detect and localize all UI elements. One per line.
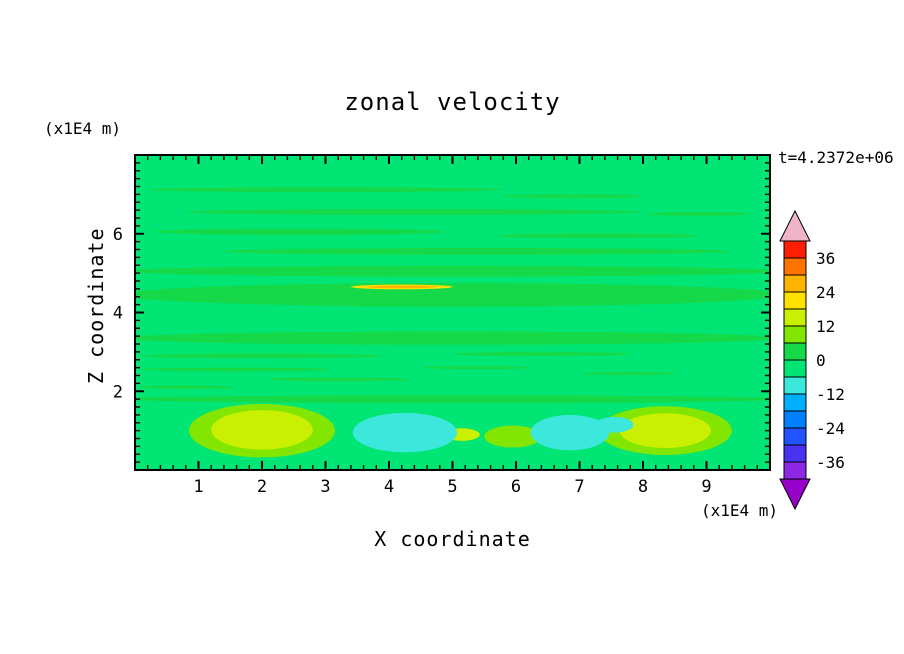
contour-streak — [496, 233, 701, 239]
colorbar-tick-label: -36 — [816, 453, 845, 472]
contour-streak — [223, 247, 732, 256]
x-tick-label: 4 — [384, 477, 394, 497]
colorbar-tick-label: -24 — [816, 419, 845, 438]
contour-blob — [530, 414, 610, 451]
contour-streak — [154, 228, 447, 235]
x-tick-label: 7 — [574, 477, 584, 497]
colorbar-segment — [783, 274, 807, 293]
colorbar-segment — [783, 342, 807, 361]
x-tick-label: 5 — [447, 477, 457, 497]
contour-blob — [352, 412, 457, 453]
colorbar-segment — [783, 410, 807, 429]
contour-streak — [423, 366, 532, 370]
contour-halo — [484, 425, 542, 448]
y-tick-label: 2 — [113, 382, 123, 402]
colorbar-tick-label: -12 — [816, 385, 845, 404]
chart-title: zonal velocity — [344, 88, 561, 116]
colorbar-segment — [783, 308, 807, 327]
contour-blob — [211, 410, 313, 450]
colorbar-segment — [783, 444, 807, 463]
colorbar-tick-label: 12 — [816, 317, 835, 336]
colorbar-tick-label: 24 — [816, 283, 835, 302]
colorbar-segment — [783, 461, 807, 480]
contour-streak — [135, 265, 770, 277]
x-tick-label: 2 — [257, 477, 267, 497]
colorbar-segment — [783, 257, 807, 276]
x-tick-label: 1 — [193, 477, 203, 497]
colorbar-segment — [783, 393, 807, 412]
contour-streak — [135, 395, 770, 404]
contour-streak — [141, 367, 332, 372]
contour-streak — [135, 282, 770, 307]
colorbar-segment — [783, 240, 807, 259]
x-tick-label: 3 — [320, 477, 330, 497]
colorbar-over-arrow — [779, 209, 811, 242]
axis-ticks — [135, 155, 770, 470]
colorbar-under-arrow — [779, 478, 811, 511]
y-tick-label: 6 — [113, 225, 123, 245]
axis-tick-labels: 1 2 3 4 5 6 7 8 9 2 4 6 — [113, 225, 712, 497]
contour-field — [135, 155, 770, 470]
contour-streak — [503, 194, 643, 199]
contour-streak — [185, 209, 643, 216]
x-tick-label: 6 — [511, 477, 521, 497]
contour-streak — [141, 353, 383, 359]
contour-blob — [595, 416, 634, 433]
colorbar-segment — [783, 359, 807, 378]
colorbar-tick-label: 0 — [816, 351, 826, 370]
contour-streak — [135, 331, 770, 345]
x-axis-title: X coordinate — [374, 527, 531, 551]
timestamp-label: t=4.2372e+06 — [778, 148, 894, 167]
x-axis-units-label: (x1E4 m) — [700, 501, 778, 520]
contour-streak — [268, 377, 409, 382]
colorbar-segment — [783, 376, 807, 395]
colorbar-segment — [783, 427, 807, 446]
contour-streak — [582, 371, 678, 376]
contour-streak — [138, 385, 234, 390]
contour-streak — [366, 285, 437, 289]
colorbar-tick-label: 36 — [816, 249, 835, 268]
x-tick-label: 8 — [638, 477, 648, 497]
contour-blob — [619, 413, 711, 448]
colorbar-segment — [783, 291, 807, 310]
x-tick-label: 9 — [701, 477, 711, 497]
y-tick-label: 4 — [113, 304, 123, 324]
colorbar-segment — [783, 325, 807, 344]
contour-streak — [452, 351, 631, 356]
contour-streak — [147, 187, 504, 193]
contour-streak — [649, 212, 751, 217]
y-axis-units-label: (x1E4 m) — [44, 119, 122, 138]
colorbar: 36 24 12 0 -12 -24 -36 — [779, 209, 845, 511]
y-axis-title: Z coordinate — [84, 227, 108, 385]
